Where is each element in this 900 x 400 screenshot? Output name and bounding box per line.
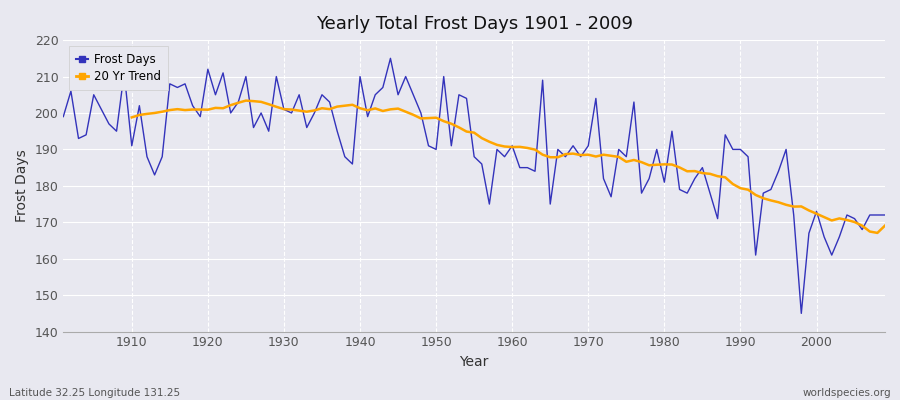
Title: Yearly Total Frost Days 1901 - 2009: Yearly Total Frost Days 1901 - 2009 [316, 15, 633, 33]
Text: worldspecies.org: worldspecies.org [803, 388, 891, 398]
X-axis label: Year: Year [460, 355, 489, 369]
Text: Latitude 32.25 Longitude 131.25: Latitude 32.25 Longitude 131.25 [9, 388, 180, 398]
Legend: Frost Days, 20 Yr Trend: Frost Days, 20 Yr Trend [69, 46, 168, 90]
Y-axis label: Frost Days: Frost Days [15, 150, 29, 222]
